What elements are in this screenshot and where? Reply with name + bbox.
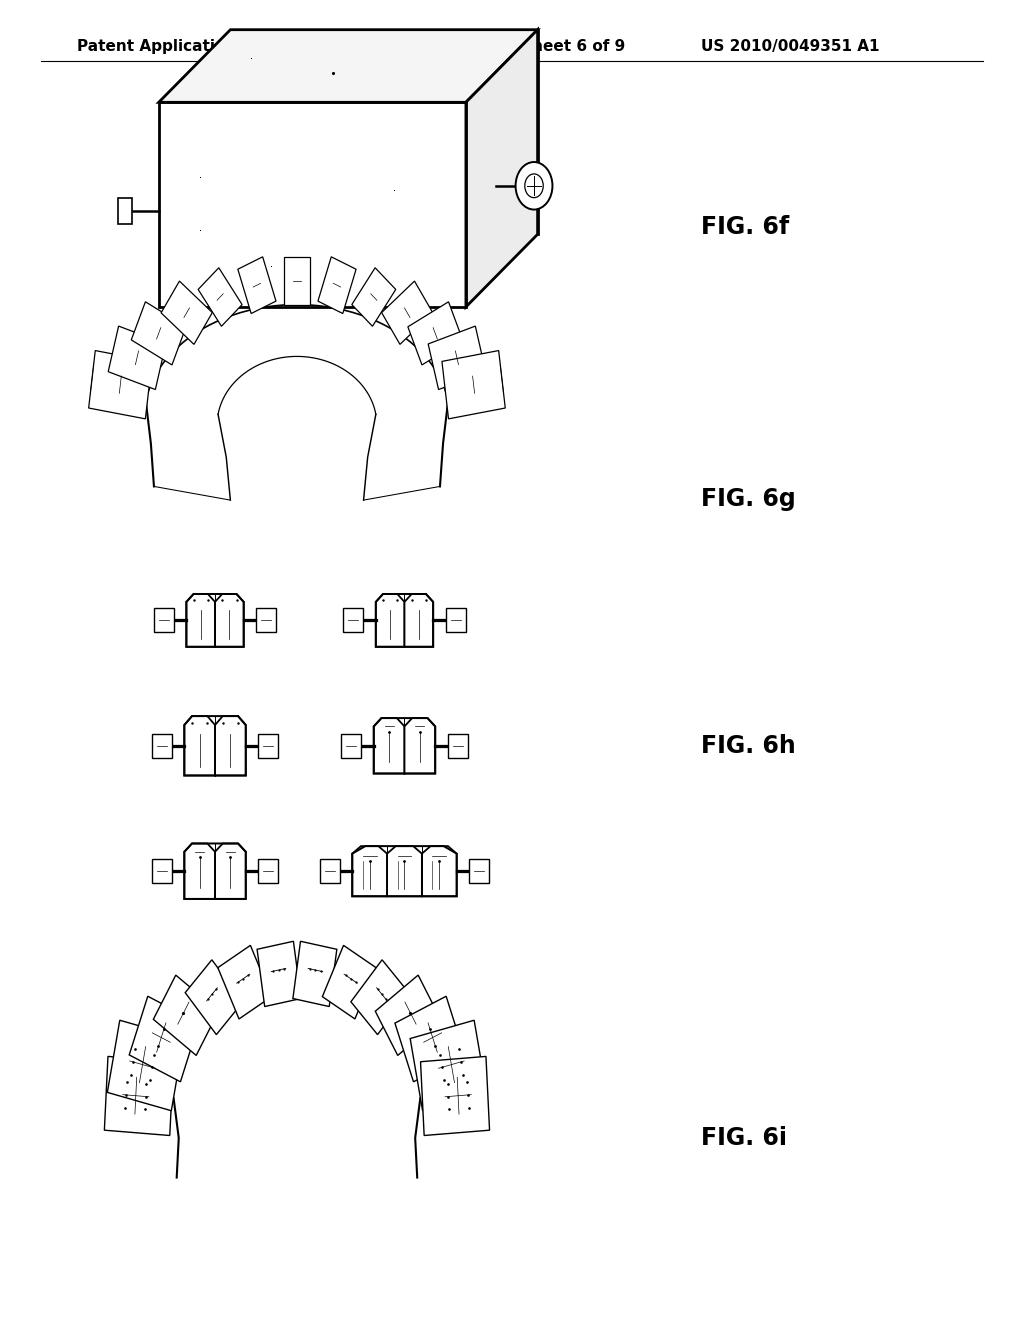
Bar xyxy=(445,609,466,632)
Text: Feb. 25, 2010  Sheet 6 of 9: Feb. 25, 2010 Sheet 6 of 9 xyxy=(394,40,626,54)
Polygon shape xyxy=(428,326,485,389)
Polygon shape xyxy=(129,997,199,1082)
Polygon shape xyxy=(387,846,422,896)
Polygon shape xyxy=(215,843,246,899)
Bar xyxy=(152,859,172,883)
Polygon shape xyxy=(404,594,433,647)
Polygon shape xyxy=(184,843,215,899)
Polygon shape xyxy=(408,302,463,364)
Polygon shape xyxy=(185,960,243,1035)
Bar xyxy=(256,609,276,632)
Polygon shape xyxy=(199,268,242,326)
Polygon shape xyxy=(374,718,404,774)
Polygon shape xyxy=(108,1020,183,1110)
Text: FIG. 6i: FIG. 6i xyxy=(701,1126,787,1150)
Polygon shape xyxy=(376,594,404,647)
Bar xyxy=(258,859,279,883)
Polygon shape xyxy=(104,1056,173,1135)
Polygon shape xyxy=(218,945,271,1019)
Polygon shape xyxy=(351,960,409,1035)
Bar xyxy=(258,734,279,758)
Polygon shape xyxy=(323,945,376,1019)
Polygon shape xyxy=(421,1056,489,1135)
Polygon shape xyxy=(352,268,395,326)
Polygon shape xyxy=(382,281,433,345)
Text: FIG. 6f: FIG. 6f xyxy=(701,215,790,239)
Bar xyxy=(319,859,340,883)
Polygon shape xyxy=(186,594,215,647)
Bar xyxy=(447,734,468,758)
Polygon shape xyxy=(352,846,387,896)
Polygon shape xyxy=(395,997,465,1082)
Text: US 2010/0049351 A1: US 2010/0049351 A1 xyxy=(701,40,880,54)
Polygon shape xyxy=(161,281,212,345)
Polygon shape xyxy=(159,30,538,103)
Bar xyxy=(341,734,361,758)
Bar xyxy=(469,859,489,883)
Bar xyxy=(154,609,174,632)
Polygon shape xyxy=(404,718,435,774)
Polygon shape xyxy=(375,975,440,1056)
Polygon shape xyxy=(145,305,449,474)
Polygon shape xyxy=(284,257,310,305)
Polygon shape xyxy=(257,941,301,1007)
Polygon shape xyxy=(238,257,276,314)
Polygon shape xyxy=(131,302,186,364)
Polygon shape xyxy=(317,257,356,314)
Text: Patent Application Publication: Patent Application Publication xyxy=(77,40,338,54)
Polygon shape xyxy=(215,594,244,647)
Polygon shape xyxy=(293,941,337,1007)
Polygon shape xyxy=(411,1020,486,1110)
Polygon shape xyxy=(422,846,457,896)
Text: FIG. 6g: FIG. 6g xyxy=(701,487,797,511)
Polygon shape xyxy=(466,30,538,308)
Polygon shape xyxy=(442,351,505,418)
Polygon shape xyxy=(184,715,215,776)
Bar xyxy=(343,609,364,632)
Polygon shape xyxy=(89,351,152,418)
Polygon shape xyxy=(215,715,246,776)
Bar xyxy=(118,198,132,224)
Circle shape xyxy=(515,162,553,210)
Polygon shape xyxy=(109,326,166,389)
Polygon shape xyxy=(154,975,219,1056)
Text: FIG. 6h: FIG. 6h xyxy=(701,734,797,758)
Bar xyxy=(152,734,172,758)
